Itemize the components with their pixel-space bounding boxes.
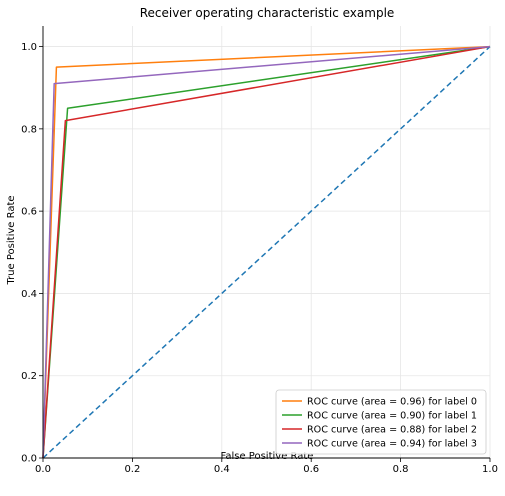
y-tick-label: 0.2	[21, 371, 37, 382]
y-axis-label: True Positive Rate	[6, 195, 17, 285]
y-tick-label: 0.6	[21, 207, 37, 218]
series-group	[42, 45, 491, 459]
x-tick-label: 0.0	[35, 464, 51, 475]
legend-entry-label-0: ROC curve (area = 0.96) for label 0	[307, 397, 477, 408]
y-tick-label: 0.4	[21, 289, 37, 300]
reference-line-group	[42, 46, 491, 459]
y-tick-label: 0.8	[21, 124, 37, 135]
y-tick-label: 0.0	[21, 454, 37, 465]
y-tick-label: 1.0	[21, 42, 37, 53]
x-axis-label: False Positive Rate	[221, 451, 314, 462]
legend: ROC curve (area = 0.96) for label 0 ROC c…	[275, 389, 487, 455]
x-tick-label: 0.6	[303, 464, 319, 475]
reference-diagonal-line	[42, 46, 491, 459]
roc-curve-label-2	[42, 45, 491, 459]
legend-entry-label-1: ROC curve (area = 0.90) for label 1	[307, 411, 477, 422]
legend-entry-label-2: ROC curve (area = 0.88) for label 2	[307, 425, 477, 436]
x-tick-label: 1.0	[482, 464, 498, 475]
tick-labels: 0.0 0.2 0.4 0.6 0.8 1.0 0.0 0.2 0.4 0.6 0.8 1.0	[21, 42, 498, 475]
axes	[39, 26, 491, 462]
x-tick-label: 0.2	[124, 464, 140, 475]
x-tick-label: 0.4	[214, 464, 230, 475]
roc-curve-label-3	[42, 45, 491, 459]
grid-lines	[42, 26, 491, 459]
chart-title: Receiver operating characteristic exampl…	[140, 6, 395, 20]
legend-entry-label-3: ROC curve (area = 0.94) for label 3	[307, 439, 477, 450]
x-tick-label: 0.8	[393, 464, 409, 475]
legend-box	[275, 389, 487, 455]
